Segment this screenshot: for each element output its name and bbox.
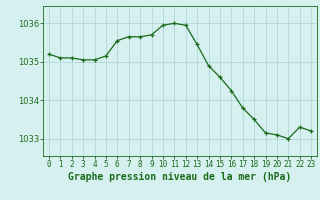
X-axis label: Graphe pression niveau de la mer (hPa): Graphe pression niveau de la mer (hPa) xyxy=(68,172,292,182)
